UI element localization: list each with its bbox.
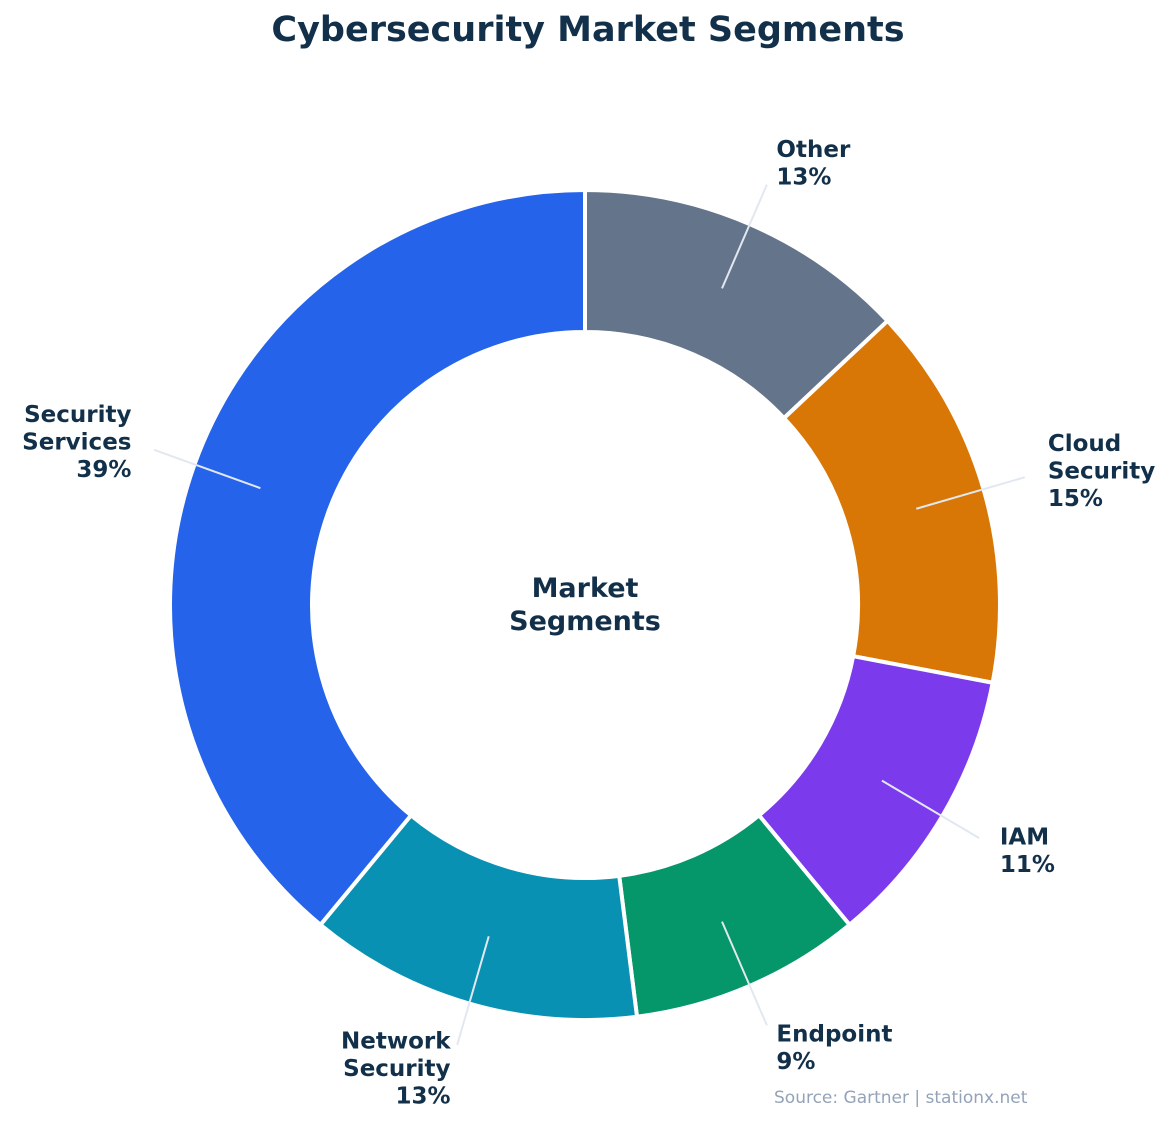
leader-line bbox=[153, 448, 261, 490]
center-label-line-1: Market bbox=[532, 573, 639, 604]
leader-line bbox=[456, 936, 490, 1046]
leader-line bbox=[916, 476, 1026, 510]
slice-label: Other 13% bbox=[776, 137, 851, 191]
chart-title: Cybersecurity Market Segments bbox=[271, 10, 905, 50]
slice-label: Security Services 39% bbox=[22, 402, 131, 483]
slice-label: Endpoint 9% bbox=[776, 1022, 892, 1076]
leader-line bbox=[721, 921, 768, 1026]
center-label-line-2: Segments bbox=[509, 606, 661, 637]
slice-label: Network Security 13% bbox=[341, 1028, 451, 1109]
leader-line bbox=[721, 184, 768, 289]
slice-label: Cloud Security 15% bbox=[1048, 431, 1155, 512]
slice-cloud-security bbox=[781, 318, 1002, 686]
source-note: Source: Gartner | stationx.net bbox=[774, 1088, 1028, 1108]
leader-line bbox=[881, 779, 980, 840]
slice-security-services bbox=[168, 187, 587, 928]
slice-label: IAM 11% bbox=[1000, 825, 1055, 879]
